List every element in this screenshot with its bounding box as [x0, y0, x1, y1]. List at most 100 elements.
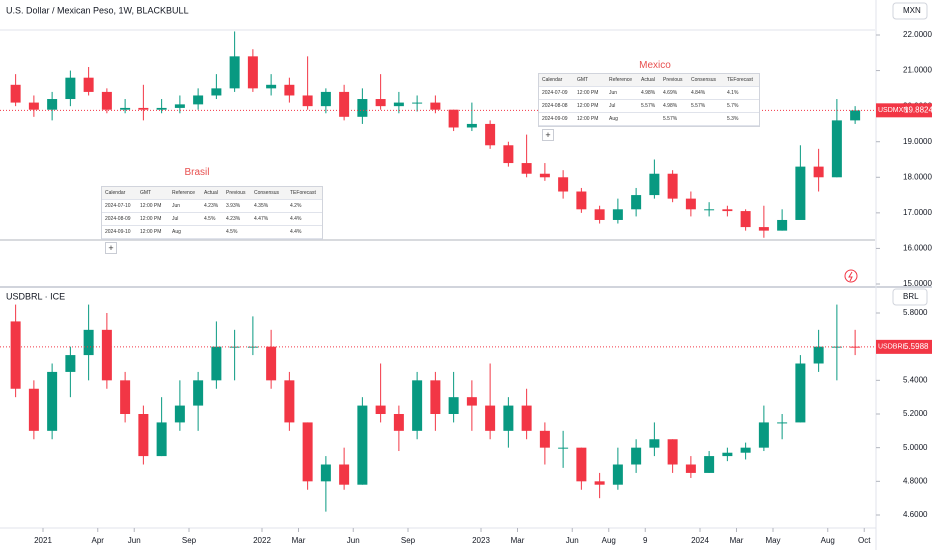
price-tag [876, 103, 932, 118]
add-button[interactable]: + [542, 129, 554, 141]
x-tick-label: Jun [566, 536, 579, 545]
candle-body [138, 107, 149, 110]
candle-body [375, 405, 386, 414]
candle-body [521, 405, 532, 431]
table-cell: Aug [609, 116, 618, 122]
column-header: Reference [609, 77, 633, 83]
candle-body [466, 397, 477, 406]
column-header: Calendar [105, 190, 126, 196]
candle-body [393, 414, 404, 431]
table-cell: 4.47% [254, 216, 269, 222]
x-tick-label: 9 [643, 536, 648, 545]
column-header: Reference [172, 190, 196, 196]
candle-body [302, 422, 313, 482]
candle-body [503, 405, 514, 431]
candle-body [521, 163, 532, 174]
candle-body [777, 219, 788, 231]
y-tick-label: 17.00000 [903, 208, 932, 217]
table-cell: 5.57% [691, 103, 706, 109]
candle-body [47, 99, 58, 110]
candle-body [503, 145, 514, 164]
price-tag-value: 19.88247 [904, 105, 932, 114]
x-tick-label: Mar [730, 536, 744, 545]
candle-body [357, 405, 368, 485]
candle-body [576, 447, 587, 482]
price-tag-symbol: USDMXN [878, 107, 908, 114]
table-cell: 12:00 PM [140, 216, 162, 222]
candle-body [375, 99, 386, 107]
y-tick-label: 15.00000 [903, 279, 932, 288]
y-tick-label: 5.4000 [903, 375, 928, 384]
candle-body [649, 173, 660, 196]
candle-body [777, 422, 788, 424]
add-button[interactable]: + [105, 242, 117, 254]
table-cell: 12:00 PM [577, 103, 599, 109]
table-row: 2024-08-09 12:00 PM Jul 4.5% 4.23% 4.47% 4.4% [102, 213, 322, 226]
table-cell: 4.2% [290, 203, 302, 209]
column-header: Previous [663, 77, 683, 83]
candle-body [485, 123, 496, 146]
y-tick-label: 21.00000 [903, 66, 932, 75]
table-cell: 12:00 PM [577, 116, 599, 122]
candle-body [576, 191, 587, 210]
candle-body [704, 456, 715, 473]
candle-body [430, 380, 441, 414]
table-cell: 2024-07-09 [542, 90, 568, 96]
alert-icon[interactable] [844, 269, 858, 283]
currency-box [892, 288, 928, 306]
table-cell: 5.57% [641, 103, 656, 109]
x-tick-label: Jun [347, 536, 360, 545]
table-title: Brasil [184, 167, 210, 178]
candle-body [65, 355, 76, 372]
candle-body [795, 363, 806, 423]
column-header: Calendar [542, 77, 563, 83]
table-cell: 3.93% [226, 203, 241, 209]
table-cell: 2024-09-10 [105, 229, 131, 235]
candle-body [631, 447, 642, 465]
candle-body [758, 227, 769, 231]
candle-body [539, 173, 550, 178]
table-cell: 4.23% [204, 203, 219, 209]
candle-body [795, 166, 806, 220]
candle-body [211, 346, 222, 381]
candle-body [813, 346, 824, 364]
price-tag-symbol: USDBRL [878, 344, 907, 351]
x-tick-label: Oct [858, 536, 871, 545]
candle-body [28, 102, 39, 110]
table-cell: Jun [609, 90, 618, 96]
candle-body [649, 439, 660, 448]
candle-body [740, 211, 751, 228]
column-header: Previous [226, 190, 246, 196]
candle-body [831, 120, 842, 178]
y-tick-label: 4.8000 [903, 476, 928, 485]
candle-body [466, 123, 477, 128]
candle-body [320, 464, 331, 482]
candle-body [704, 209, 715, 211]
candle-body [120, 380, 131, 414]
table-cell: 4.98% [641, 90, 656, 96]
table-cell: 4.98% [663, 103, 678, 109]
price-tag [876, 339, 932, 354]
alert-icon-bolt [848, 271, 853, 282]
x-tick-label: May [765, 536, 780, 545]
candle-body [667, 173, 678, 199]
candle-body [339, 91, 350, 117]
price-tag-value: 5.5988 [904, 342, 929, 351]
candle-body [174, 405, 185, 423]
candle-body [612, 209, 623, 220]
column-header: TEForecast [727, 77, 753, 83]
table-cell: 4.5% [204, 216, 216, 222]
table-cell: 4.23% [226, 216, 241, 222]
table-cell: 2024-07-10 [105, 203, 131, 209]
y-tick-label: 5.0000 [903, 443, 928, 452]
table-cell: 4.4% [290, 229, 302, 235]
chart-title: USDBRL · ICE [6, 291, 65, 301]
table-cell: 12:00 PM [140, 203, 162, 209]
table-cell: Jul [172, 216, 179, 222]
candle-body [412, 380, 423, 431]
candle-body [83, 329, 94, 356]
candle-body [831, 346, 842, 348]
table-cell: 2024-09-09 [542, 116, 568, 122]
candle-body [740, 447, 751, 453]
